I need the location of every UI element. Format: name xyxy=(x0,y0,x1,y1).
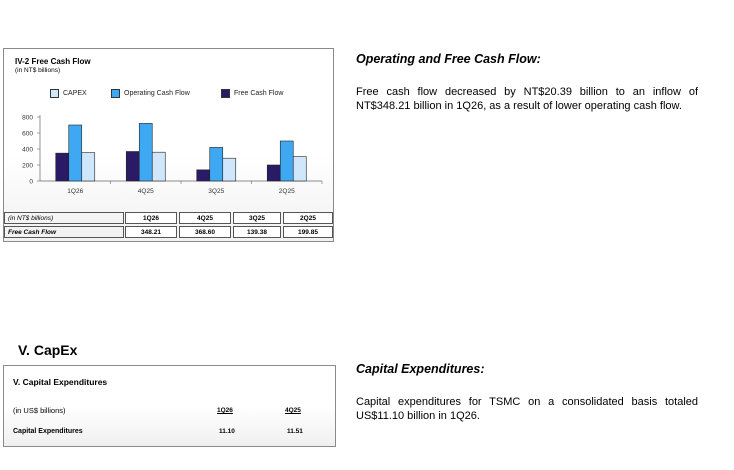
fcf-bar xyxy=(55,152,70,182)
capex-panel: V. Capital Expenditures (in US$ billions… xyxy=(3,365,336,447)
ocf-bar xyxy=(68,124,83,182)
legend-ocf: Operating Cash Flow xyxy=(111,89,190,98)
legend-capex-label: CAPEX xyxy=(63,90,87,97)
table-period-1: 1Q26 xyxy=(125,212,177,224)
capex-paragraph: Capital expenditures for TSMC on a conso… xyxy=(356,396,698,422)
fcf-bar xyxy=(196,169,211,182)
x-tick-label: 2Q25 xyxy=(279,188,295,195)
x-tick-label: 4Q25 xyxy=(138,188,154,195)
y-tick-label: 600 xyxy=(22,131,33,138)
y-tick-label: 400 xyxy=(22,147,33,154)
capex-bar xyxy=(222,157,237,182)
fcf-bar xyxy=(125,151,140,182)
table-value-4: 199.85 xyxy=(283,226,333,238)
ocf-bar xyxy=(279,140,294,182)
x-tick-label: 3Q25 xyxy=(208,188,224,195)
ocf-paragraph: Free cash flow decreased by NT$20.39 bil… xyxy=(356,86,698,112)
capex-value-2: 11.51 xyxy=(287,428,303,435)
table-value-3: 139.38 xyxy=(233,226,281,238)
table-period-3: 3Q25 xyxy=(233,212,281,224)
chart-title: IV-2 Free Cash Flow xyxy=(15,57,91,66)
x-tick-label: 1Q26 xyxy=(67,188,83,195)
capex-bar xyxy=(292,156,307,182)
legend-ocf-swatch xyxy=(111,89,120,98)
capex-section-title: V. CapEx xyxy=(18,342,78,358)
capex-bar xyxy=(81,152,96,182)
capex-period-2: 4Q25 xyxy=(285,407,301,414)
capex-value-1: 11.10 xyxy=(219,428,235,435)
legend-fcf-swatch xyxy=(221,89,230,98)
bar-chart: 0 200 400 600 800 1Q26 4Q25 3Q25 2Q25 xyxy=(22,115,323,195)
ocf-bar xyxy=(138,123,153,182)
capex-unit-label: (in US$ billions) xyxy=(13,406,66,415)
legend-fcf-label: Free Cash Flow xyxy=(234,90,284,97)
table-period-2: 4Q25 xyxy=(179,212,231,224)
table-value-2: 368.60 xyxy=(179,226,231,238)
chart-subtitle: (in NT$ billions) xyxy=(15,67,61,74)
y-tick-label: 200 xyxy=(22,163,33,170)
capex-heading: Capital Expenditures: xyxy=(356,362,485,376)
capex-panel-title: V. Capital Expenditures xyxy=(13,377,108,387)
ocf-heading: Operating and Free Cash Flow: xyxy=(356,52,541,66)
table-period-4: 2Q25 xyxy=(283,212,333,224)
legend-capex: CAPEX xyxy=(50,89,87,98)
table-row-label: Free Cash Flow xyxy=(4,226,124,238)
capex-row-label: Capital Expenditures xyxy=(13,428,83,435)
free-cash-flow-chart-panel: IV-2 Free Cash Flow (in NT$ billions) CA… xyxy=(3,48,334,242)
y-tick-label: 800 xyxy=(22,115,33,122)
table-value-1: 348.21 xyxy=(125,226,177,238)
table-header-label: (in NT$ billions) xyxy=(4,212,124,224)
y-tick-label: 0 xyxy=(29,179,33,186)
capex-bar xyxy=(151,151,166,182)
legend-fcf: Free Cash Flow xyxy=(221,89,283,98)
capex-period-1: 1Q26 xyxy=(217,407,233,414)
legend-ocf-label: Operating Cash Flow xyxy=(124,90,190,97)
legend-capex-swatch xyxy=(50,89,59,98)
ocf-bar xyxy=(209,147,224,182)
fcf-bar xyxy=(266,164,281,182)
